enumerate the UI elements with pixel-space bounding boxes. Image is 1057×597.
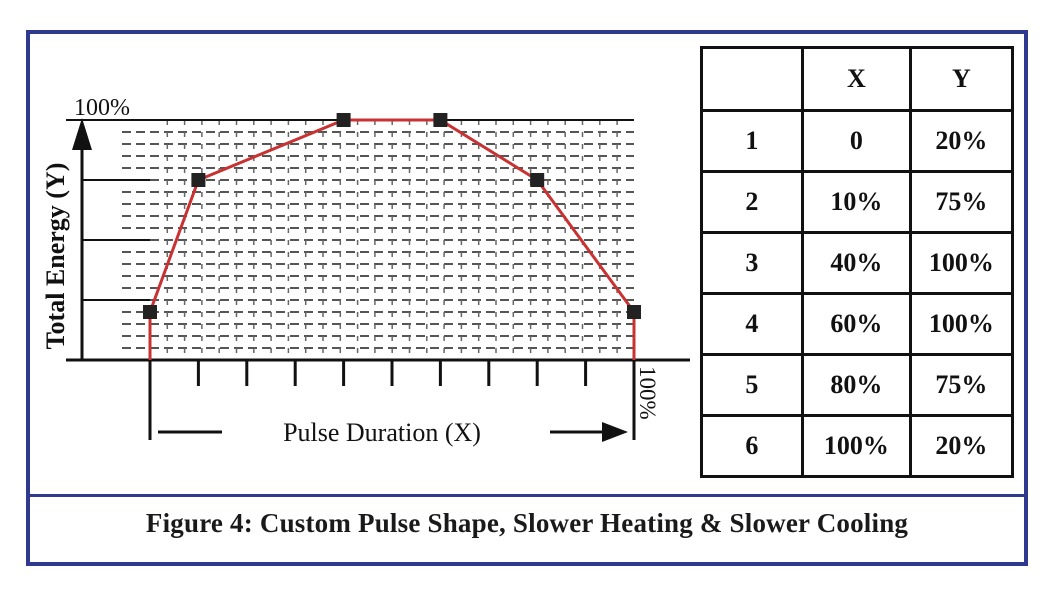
y-axis-max-label: 100% [74,95,130,121]
x-axis-max-label: 100% [635,366,660,420]
data-point [336,113,351,127]
table-cell-x: 60% [800,292,912,356]
table-row: 3 40% 100% [700,231,1015,295]
table-cell-x: 10% [800,170,912,234]
table-cell-index: 4 [700,292,804,356]
table-cell-index: 5 [700,353,804,417]
table-cell-index: 2 [700,170,804,234]
table-cell-y: 75% [908,353,1015,417]
table-cell-y: 20% [908,414,1015,478]
x-axis-title: Pulse Duration (X) [283,418,481,447]
y-axis-title: Total Energy (Y) [41,163,70,350]
table-row: 5 80% 75% [700,353,1015,417]
table-cell-x: 0 [800,109,912,173]
table-header-index [700,46,804,112]
table-header-y: Y [908,46,1015,112]
table-cell-index: 1 [700,109,804,173]
table-row: 1 0 20% [700,109,1015,173]
table-header-row: X Y [700,46,1015,112]
data-point [191,173,206,187]
y-axis-arrowhead [72,118,92,150]
table-header-x: X [800,46,912,112]
table-cell-y: 20% [908,109,1015,173]
figure-caption: Figure 4: Custom Pulse Shape, Slower Hea… [145,508,909,538]
pulse-shape-chart: 100% Total Energy (Y) Pulse Duration (X) 10… [41,95,690,447]
caption-divider [30,494,1024,497]
table-cell-index: 3 [700,231,804,295]
data-point [627,305,641,319]
data-point [530,173,545,187]
table-cell-y: 100% [908,231,1015,295]
series-line [148,118,636,360]
data-table: X Y 1 0 20% 2 10% 75% 3 40% 100% 4 60% 1… [700,46,1015,478]
table-row: 4 60% 100% [700,292,1015,356]
table-cell-y: 75% [908,170,1015,234]
table-cell-x: 80% [800,353,912,417]
table-cell-index: 6 [700,414,804,478]
data-point [433,113,448,127]
table-cell-y: 100% [908,292,1015,356]
table-cell-x: 100% [800,414,912,478]
table-row: 2 10% 75% [700,170,1015,234]
table-row: 6 100% 20% [700,414,1015,478]
table-cell-x: 40% [800,231,912,295]
x-axis-arrowhead [602,422,628,442]
data-point [143,305,157,319]
